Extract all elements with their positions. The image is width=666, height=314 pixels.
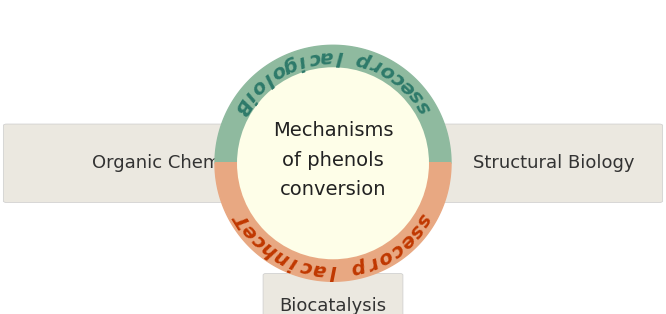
Text: i: i (296, 51, 308, 71)
Text: c: c (386, 238, 407, 261)
Text: i: i (240, 88, 259, 105)
Text: l: l (330, 261, 336, 280)
Text: e: e (395, 229, 418, 252)
Polygon shape (215, 163, 451, 281)
FancyBboxPatch shape (421, 124, 663, 203)
Text: Organic Chemistry: Organic Chemistry (92, 154, 260, 172)
Text: s: s (412, 210, 435, 230)
Text: c: c (388, 67, 409, 89)
Text: o: o (246, 75, 270, 98)
Text: c: c (306, 48, 322, 68)
Text: r: r (368, 55, 385, 76)
Text: B: B (230, 95, 254, 118)
Text: p: p (355, 50, 374, 72)
Text: s: s (412, 96, 435, 117)
Text: o: o (268, 60, 289, 83)
FancyBboxPatch shape (3, 124, 245, 203)
Text: c: c (298, 256, 314, 278)
Text: s: s (405, 86, 428, 107)
Text: n: n (270, 245, 292, 269)
Text: a: a (312, 259, 328, 280)
Text: h: h (258, 238, 281, 262)
Text: r: r (364, 252, 381, 273)
Text: p: p (350, 256, 369, 278)
Text: e: e (396, 75, 420, 98)
Text: s: s (405, 220, 427, 242)
Text: i: i (286, 252, 300, 273)
Text: e: e (238, 220, 262, 242)
Text: l: l (259, 69, 276, 88)
Text: a: a (319, 46, 334, 66)
Text: l: l (336, 47, 344, 66)
Text: T: T (230, 209, 254, 231)
Text: c: c (248, 230, 270, 252)
Text: Structural Biology: Structural Biology (473, 154, 634, 172)
FancyBboxPatch shape (263, 273, 403, 314)
Text: Biocatalysis: Biocatalysis (280, 297, 386, 314)
Text: o: o (374, 245, 396, 268)
Ellipse shape (237, 67, 429, 259)
Polygon shape (215, 45, 451, 163)
Text: g: g (279, 54, 300, 77)
Text: o: o (377, 60, 398, 83)
Text: Mechanisms
of phenols
conversion: Mechanisms of phenols conversion (273, 121, 393, 199)
